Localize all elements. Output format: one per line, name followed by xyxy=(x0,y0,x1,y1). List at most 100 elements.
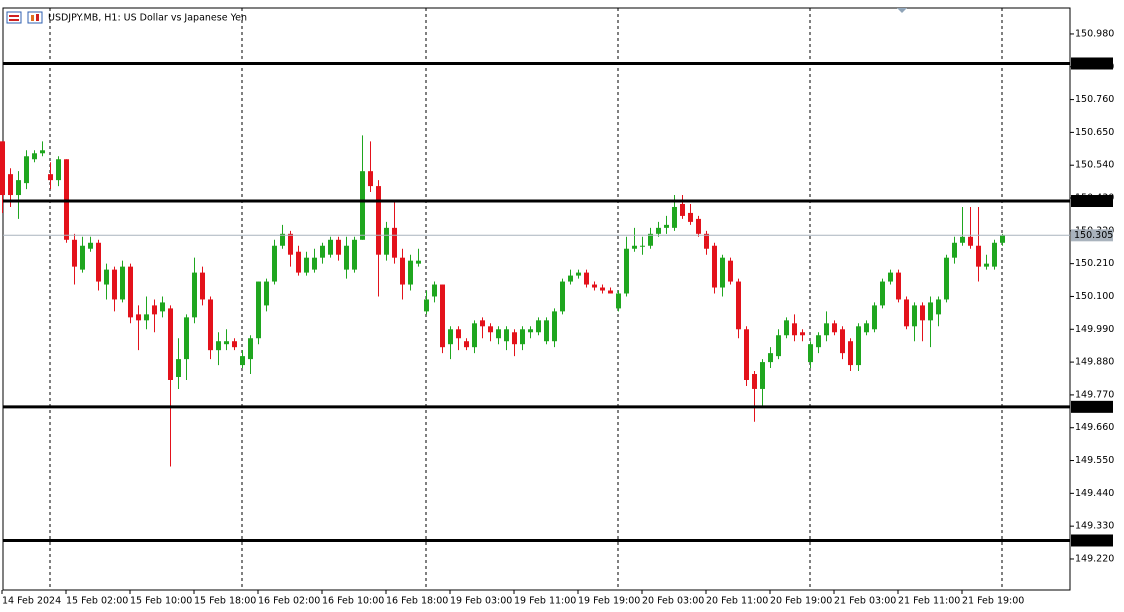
x-tick-label: 20 Feb 19:00 xyxy=(770,596,832,607)
candle-body xyxy=(480,320,485,327)
x-tick-label: 20 Feb 03:00 xyxy=(642,596,704,607)
level-box xyxy=(1071,57,1113,70)
y-tick-label: 150.650 xyxy=(1075,127,1114,138)
x-tick-label: 16 Feb 18:00 xyxy=(386,596,448,607)
y-tick-label: 149.330 xyxy=(1075,521,1114,532)
level-label: 150.420 xyxy=(1074,196,1113,207)
candle-body xyxy=(632,245,637,249)
candle-body xyxy=(304,257,309,273)
icon-part xyxy=(9,19,19,21)
candle-body xyxy=(384,227,389,255)
candle-body xyxy=(936,299,941,315)
candle-body xyxy=(256,281,261,339)
candle-body xyxy=(224,341,229,345)
candle-body xyxy=(432,284,437,297)
candle-body xyxy=(808,344,813,363)
candle-body xyxy=(472,323,477,348)
y-tick-label: 149.440 xyxy=(1075,488,1114,499)
candle-body xyxy=(448,329,453,345)
candle-body xyxy=(536,320,541,333)
candle-body xyxy=(728,260,733,282)
candle-body xyxy=(504,329,509,342)
level-box xyxy=(1071,195,1113,208)
candle-body xyxy=(488,326,493,333)
y-tick-label: 149.550 xyxy=(1075,455,1114,466)
candle-body xyxy=(272,245,277,282)
candle-body xyxy=(544,320,549,342)
candle-body xyxy=(976,245,981,267)
icon xyxy=(6,11,22,24)
candle-body xyxy=(624,248,629,294)
candle-body xyxy=(80,245,85,270)
candle-body xyxy=(160,302,165,312)
candle-body xyxy=(928,302,933,321)
candle-body xyxy=(0,141,5,196)
candle-body xyxy=(136,314,141,321)
y-tick-label: 149.220 xyxy=(1075,553,1114,564)
y-tick-label: 149.990 xyxy=(1075,324,1114,335)
candle-body xyxy=(192,272,197,318)
icon-part xyxy=(36,14,39,21)
candle-body xyxy=(696,218,701,234)
candle-body xyxy=(152,305,157,315)
candle-body xyxy=(368,171,373,187)
candle-body xyxy=(896,272,901,300)
candle-body xyxy=(352,239,357,270)
level-box xyxy=(1071,400,1113,413)
x-tick-label: 16 Feb 02:00 xyxy=(258,596,320,607)
candle-body xyxy=(640,245,645,247)
candle-body xyxy=(888,272,893,282)
candle-body xyxy=(56,159,61,181)
candle-body xyxy=(560,281,565,312)
candle-body xyxy=(600,287,605,291)
x-tick-label: 15 Feb 02:00 xyxy=(66,596,128,607)
candle-body xyxy=(376,186,381,255)
candle-body xyxy=(184,317,189,360)
chart-title: USDJPY.MB, H1: US Dollar vs Japanese Yen xyxy=(48,13,247,24)
candle-body xyxy=(752,374,757,389)
level-box xyxy=(1071,534,1113,547)
y-tick-label: 150.760 xyxy=(1075,94,1114,105)
candle-body xyxy=(8,174,13,196)
candle-body xyxy=(856,326,861,366)
candle-body xyxy=(952,242,957,258)
candle-body xyxy=(800,332,805,336)
candle-body xyxy=(120,266,125,300)
candle-body xyxy=(680,203,685,216)
candle-body xyxy=(296,251,301,273)
candle-body xyxy=(528,329,533,333)
candle-body xyxy=(392,227,397,258)
candle-body xyxy=(208,299,213,351)
candle-body xyxy=(88,242,93,249)
x-tick-label: 21 Feb 11:00 xyxy=(898,596,960,607)
candle-body xyxy=(112,269,117,300)
candle-body xyxy=(240,356,245,366)
candle-body xyxy=(216,341,221,351)
candle-body xyxy=(984,263,989,267)
candle-body xyxy=(592,284,597,288)
candle-body xyxy=(992,242,997,267)
candle-body xyxy=(552,311,557,342)
candle-body xyxy=(96,242,101,282)
candle-body xyxy=(968,236,973,246)
candle-body xyxy=(32,153,37,160)
candle-body xyxy=(672,206,677,228)
candle-body xyxy=(568,275,573,282)
candle-body xyxy=(848,341,853,366)
candle-body xyxy=(168,308,173,380)
candle-body xyxy=(1000,235,1005,243)
candle-body xyxy=(616,293,621,309)
candle-body xyxy=(264,281,269,306)
x-tick-label: 14 Feb 2024 xyxy=(2,596,61,607)
candle-body xyxy=(344,245,349,270)
candle-body xyxy=(904,299,909,327)
candle-body xyxy=(440,284,445,348)
candle-body xyxy=(688,212,693,222)
candle-body xyxy=(520,329,525,345)
candle-body xyxy=(704,233,709,249)
candle-body xyxy=(792,323,797,336)
last-price-box xyxy=(1071,229,1113,242)
x-tick-label: 16 Feb 10:00 xyxy=(322,596,384,607)
candle-body xyxy=(232,341,237,348)
